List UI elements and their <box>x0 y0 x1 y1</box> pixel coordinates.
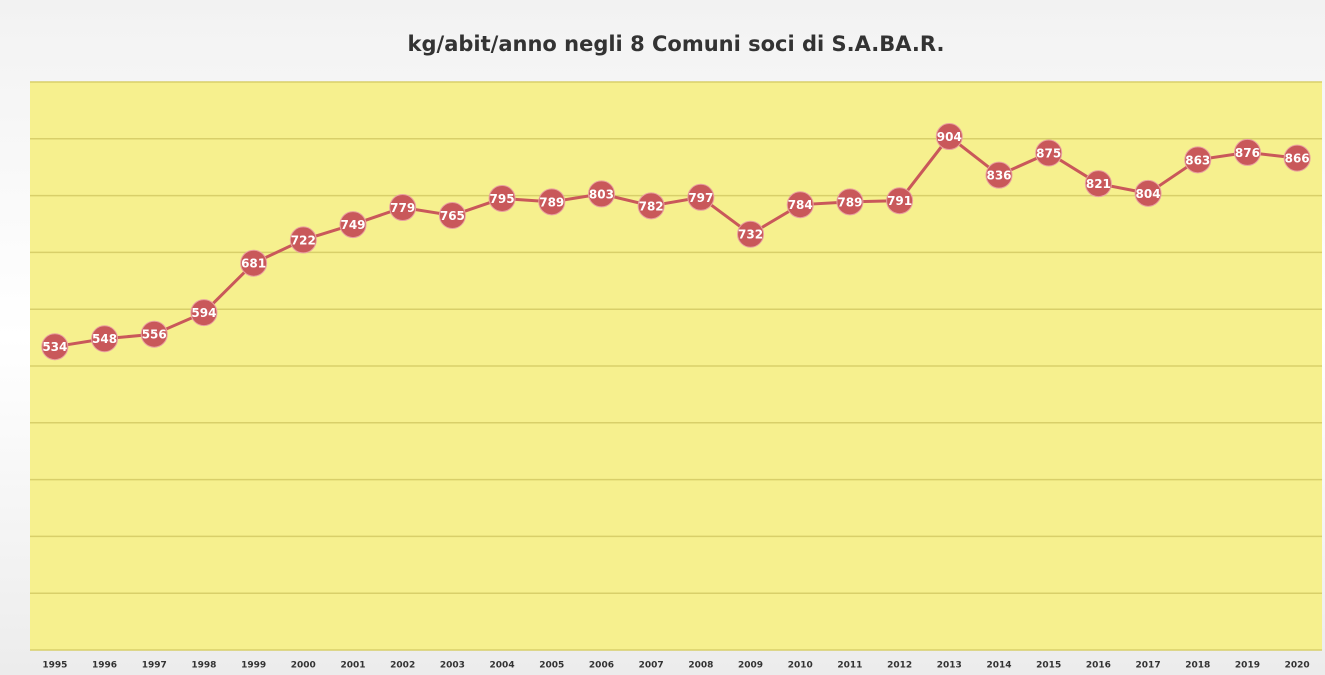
x-tick-label: 2009 <box>738 661 763 671</box>
data-point <box>289 226 317 254</box>
data-label: 789 <box>837 195 862 209</box>
data-label: 784 <box>788 198 813 212</box>
x-tick-label: 1999 <box>241 661 266 671</box>
data-label: 804 <box>1136 187 1161 201</box>
data-label: 779 <box>390 201 415 215</box>
data-label: 876 <box>1235 146 1260 160</box>
data-label: 866 <box>1285 152 1310 166</box>
x-tick-label: 2013 <box>937 661 962 671</box>
x-tick-label: 2020 <box>1285 661 1310 671</box>
data-label: 749 <box>340 218 365 232</box>
data-label: 803 <box>589 187 614 201</box>
data-label: 836 <box>986 169 1011 183</box>
data-point <box>1035 139 1063 167</box>
data-point <box>637 192 665 220</box>
x-tick-label: 2019 <box>1235 661 1260 671</box>
data-point <box>140 320 168 348</box>
x-tick-label: 2015 <box>1036 661 1061 671</box>
data-label: 821 <box>1086 177 1111 191</box>
data-label: 722 <box>291 233 316 247</box>
x-tick-label: 1998 <box>191 661 216 671</box>
chart-title: kg/abit/anno negli 8 Comuni soci di S.A.… <box>408 32 945 56</box>
data-label: 732 <box>738 228 763 242</box>
data-label: 797 <box>688 191 713 205</box>
data-point <box>1184 146 1212 174</box>
x-tick-label: 2003 <box>440 661 465 671</box>
data-point <box>91 325 119 353</box>
x-tick-label: 2000 <box>291 661 316 671</box>
data-point <box>737 220 765 248</box>
data-point <box>587 180 615 208</box>
x-tick-label: 1995 <box>42 661 67 671</box>
data-label: 765 <box>440 209 465 223</box>
data-label: 556 <box>142 328 167 342</box>
data-label: 534 <box>42 340 67 354</box>
x-tick-label: 2006 <box>589 661 614 671</box>
data-label: 594 <box>191 306 216 320</box>
x-tick-label: 2004 <box>490 661 515 671</box>
data-point <box>1283 144 1311 172</box>
data-label: 863 <box>1185 153 1210 167</box>
data-label: 548 <box>92 332 117 346</box>
data-point <box>935 123 963 151</box>
x-tick-label: 1996 <box>92 661 117 671</box>
data-point <box>786 191 814 219</box>
data-point <box>389 194 417 222</box>
x-tick-label: 2012 <box>887 661 912 671</box>
data-point <box>1084 170 1112 198</box>
data-point <box>985 161 1013 189</box>
data-point <box>836 188 864 216</box>
x-tick-label: 2011 <box>837 661 862 671</box>
data-point <box>687 183 715 211</box>
x-tick-label: 2005 <box>539 661 564 671</box>
data-label: 791 <box>887 194 912 208</box>
data-point <box>438 201 466 229</box>
x-tick-label: 2008 <box>688 661 713 671</box>
x-tick-label: 2017 <box>1136 661 1161 671</box>
x-tick-label: 1997 <box>142 661 167 671</box>
x-tick-label: 2018 <box>1185 661 1210 671</box>
x-tick-label: 2016 <box>1086 661 1111 671</box>
data-label: 795 <box>490 192 515 206</box>
data-point <box>240 249 268 277</box>
data-label: 789 <box>539 195 564 209</box>
data-label: 681 <box>241 257 266 271</box>
x-tick-label: 2002 <box>390 661 415 671</box>
data-label: 875 <box>1036 147 1061 161</box>
data-point <box>1233 138 1261 166</box>
x-tick-label: 2014 <box>986 661 1011 671</box>
data-point <box>41 333 69 361</box>
data-point <box>339 211 367 239</box>
data-point <box>1134 179 1162 207</box>
data-point <box>538 188 566 216</box>
data-point <box>190 299 218 327</box>
x-tick-label: 2007 <box>639 661 664 671</box>
x-tick-label: 2001 <box>340 661 365 671</box>
data-label: 904 <box>937 130 962 144</box>
data-point <box>488 184 516 212</box>
x-tick-label: 2010 <box>788 661 813 671</box>
data-point <box>886 187 914 215</box>
data-label: 782 <box>639 199 664 213</box>
